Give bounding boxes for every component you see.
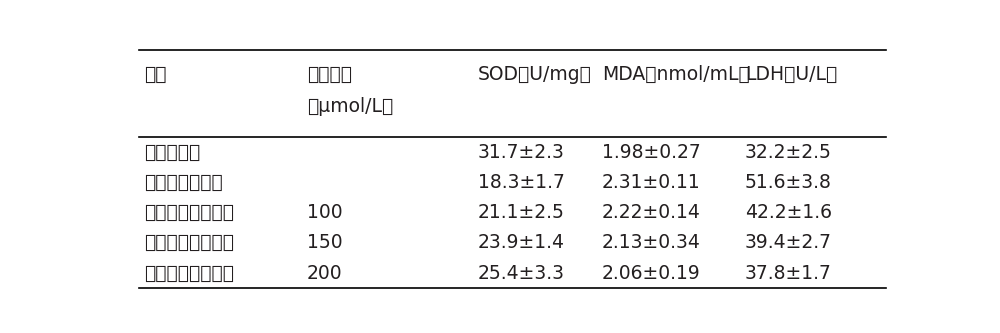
Text: 32.2±2.5: 32.2±2.5 [745, 143, 832, 162]
Text: 23.9±1.4: 23.9±1.4 [478, 233, 565, 252]
Text: 正常对照组: 正常对照组 [144, 143, 201, 162]
Text: 21.1±2.5: 21.1±2.5 [478, 203, 564, 222]
Text: 2.13±0.34: 2.13±0.34 [602, 233, 700, 252]
Text: SOD（U/mg）: SOD（U/mg） [478, 65, 592, 84]
Text: MDA（nmol/mL）: MDA（nmol/mL） [602, 65, 749, 84]
Text: 37.8±1.7: 37.8±1.7 [745, 264, 832, 283]
Text: 大米活性肽保护组: 大米活性肽保护组 [144, 233, 234, 252]
Text: （μmol/L）: （μmol/L） [307, 97, 393, 116]
Text: 大米活性肽保护组: 大米活性肽保护组 [144, 264, 234, 283]
Text: 2.06±0.19: 2.06±0.19 [602, 264, 700, 283]
Text: 42.2±1.6: 42.2±1.6 [745, 203, 832, 222]
Text: 25.4±3.3: 25.4±3.3 [478, 264, 565, 283]
Text: LDH（U/L）: LDH（U/L） [745, 65, 837, 84]
Text: 过氧化氢处理组: 过氧化氢处理组 [144, 173, 223, 192]
Text: 给药浓度: 给药浓度 [307, 65, 352, 84]
Text: 18.3±1.7: 18.3±1.7 [478, 173, 564, 192]
Text: 大米活性肽保护组: 大米活性肽保护组 [144, 203, 234, 222]
Text: 31.7±2.3: 31.7±2.3 [478, 143, 564, 162]
Text: 组别: 组别 [144, 65, 167, 84]
Text: 200: 200 [307, 264, 343, 283]
Text: 1.98±0.27: 1.98±0.27 [602, 143, 700, 162]
Text: 150: 150 [307, 233, 343, 252]
Text: 2.31±0.11: 2.31±0.11 [602, 173, 700, 192]
Text: 100: 100 [307, 203, 343, 222]
Text: 51.6±3.8: 51.6±3.8 [745, 173, 832, 192]
Text: 2.22±0.14: 2.22±0.14 [602, 203, 700, 222]
Text: 39.4±2.7: 39.4±2.7 [745, 233, 832, 252]
